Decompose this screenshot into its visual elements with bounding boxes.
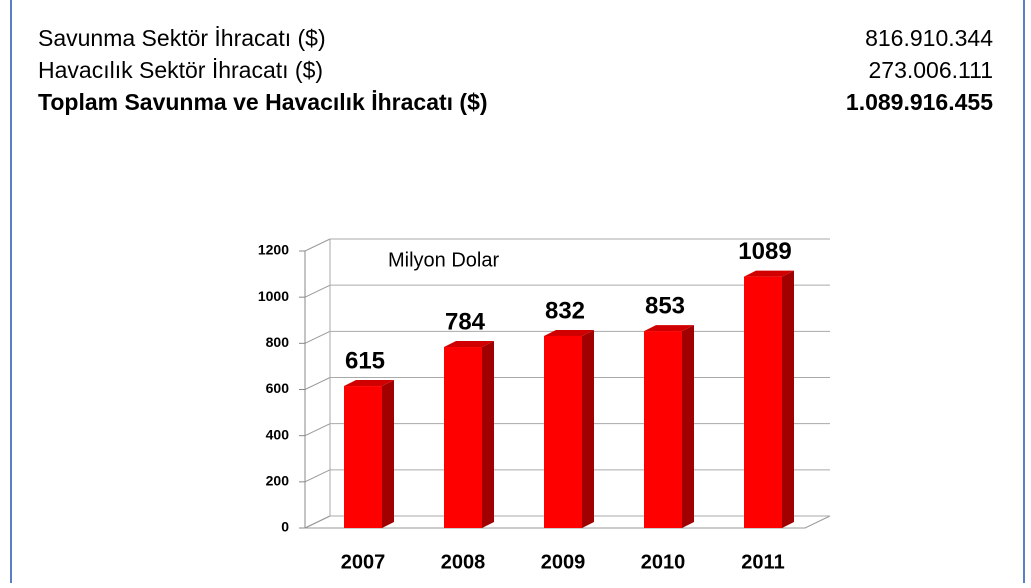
row-value: 816.910.344 — [865, 25, 993, 51]
x-tick-label: 2007 — [341, 551, 386, 573]
data-label: 853 — [645, 292, 685, 319]
row-value: 273.006.111 — [869, 57, 994, 83]
bar — [444, 347, 482, 528]
data-label: 832 — [545, 297, 585, 324]
y-tick-label: 0 — [281, 519, 289, 535]
bar — [544, 335, 582, 528]
y-tick-label: 600 — [266, 380, 290, 396]
depth-line — [304, 238, 331, 252]
row-label: Havacılık Sektör İhracatı ($) — [38, 57, 323, 83]
depth-line — [304, 469, 331, 483]
bar-side — [582, 329, 594, 528]
data-label: 615 — [345, 347, 385, 374]
bar — [344, 386, 382, 528]
bar — [744, 276, 782, 528]
row-label: Savunma Sektör İhracatı ($) — [38, 25, 326, 51]
x-tick-label: 2008 — [441, 551, 486, 573]
y-tick-label: 1000 — [258, 288, 289, 304]
depth-line — [304, 423, 331, 437]
row-value: 1.089.916.455 — [846, 89, 993, 115]
depth-line — [304, 284, 331, 298]
depth-line — [304, 515, 331, 529]
x-tick-label: 2010 — [641, 551, 686, 573]
bar-side — [482, 341, 494, 528]
bar-top — [744, 270, 794, 277]
bar-side — [782, 270, 794, 528]
bar-side — [382, 380, 394, 528]
bar-top — [644, 325, 694, 332]
data-label: 1089 — [738, 238, 791, 265]
y-tick-label: 200 — [266, 473, 290, 489]
depth-line — [304, 377, 331, 390]
row-label: Toplam Savunma ve Havacılık İhracatı ($) — [38, 89, 488, 115]
depth-line — [304, 330, 331, 344]
y-tick-label: 800 — [266, 334, 290, 350]
y-tick-label: 400 — [266, 426, 290, 442]
bar-top — [544, 329, 594, 336]
data-label: 784 — [445, 308, 486, 335]
x-tick-label: 2011 — [741, 551, 784, 573]
bar-top — [344, 380, 394, 387]
y-tick-label: 1200 — [258, 242, 289, 258]
bar-top — [444, 341, 494, 348]
bar-side — [682, 325, 694, 528]
x-tick-label: 2009 — [541, 551, 586, 573]
chart-annotation: Milyon Dolar — [388, 249, 499, 271]
bar — [644, 331, 682, 528]
